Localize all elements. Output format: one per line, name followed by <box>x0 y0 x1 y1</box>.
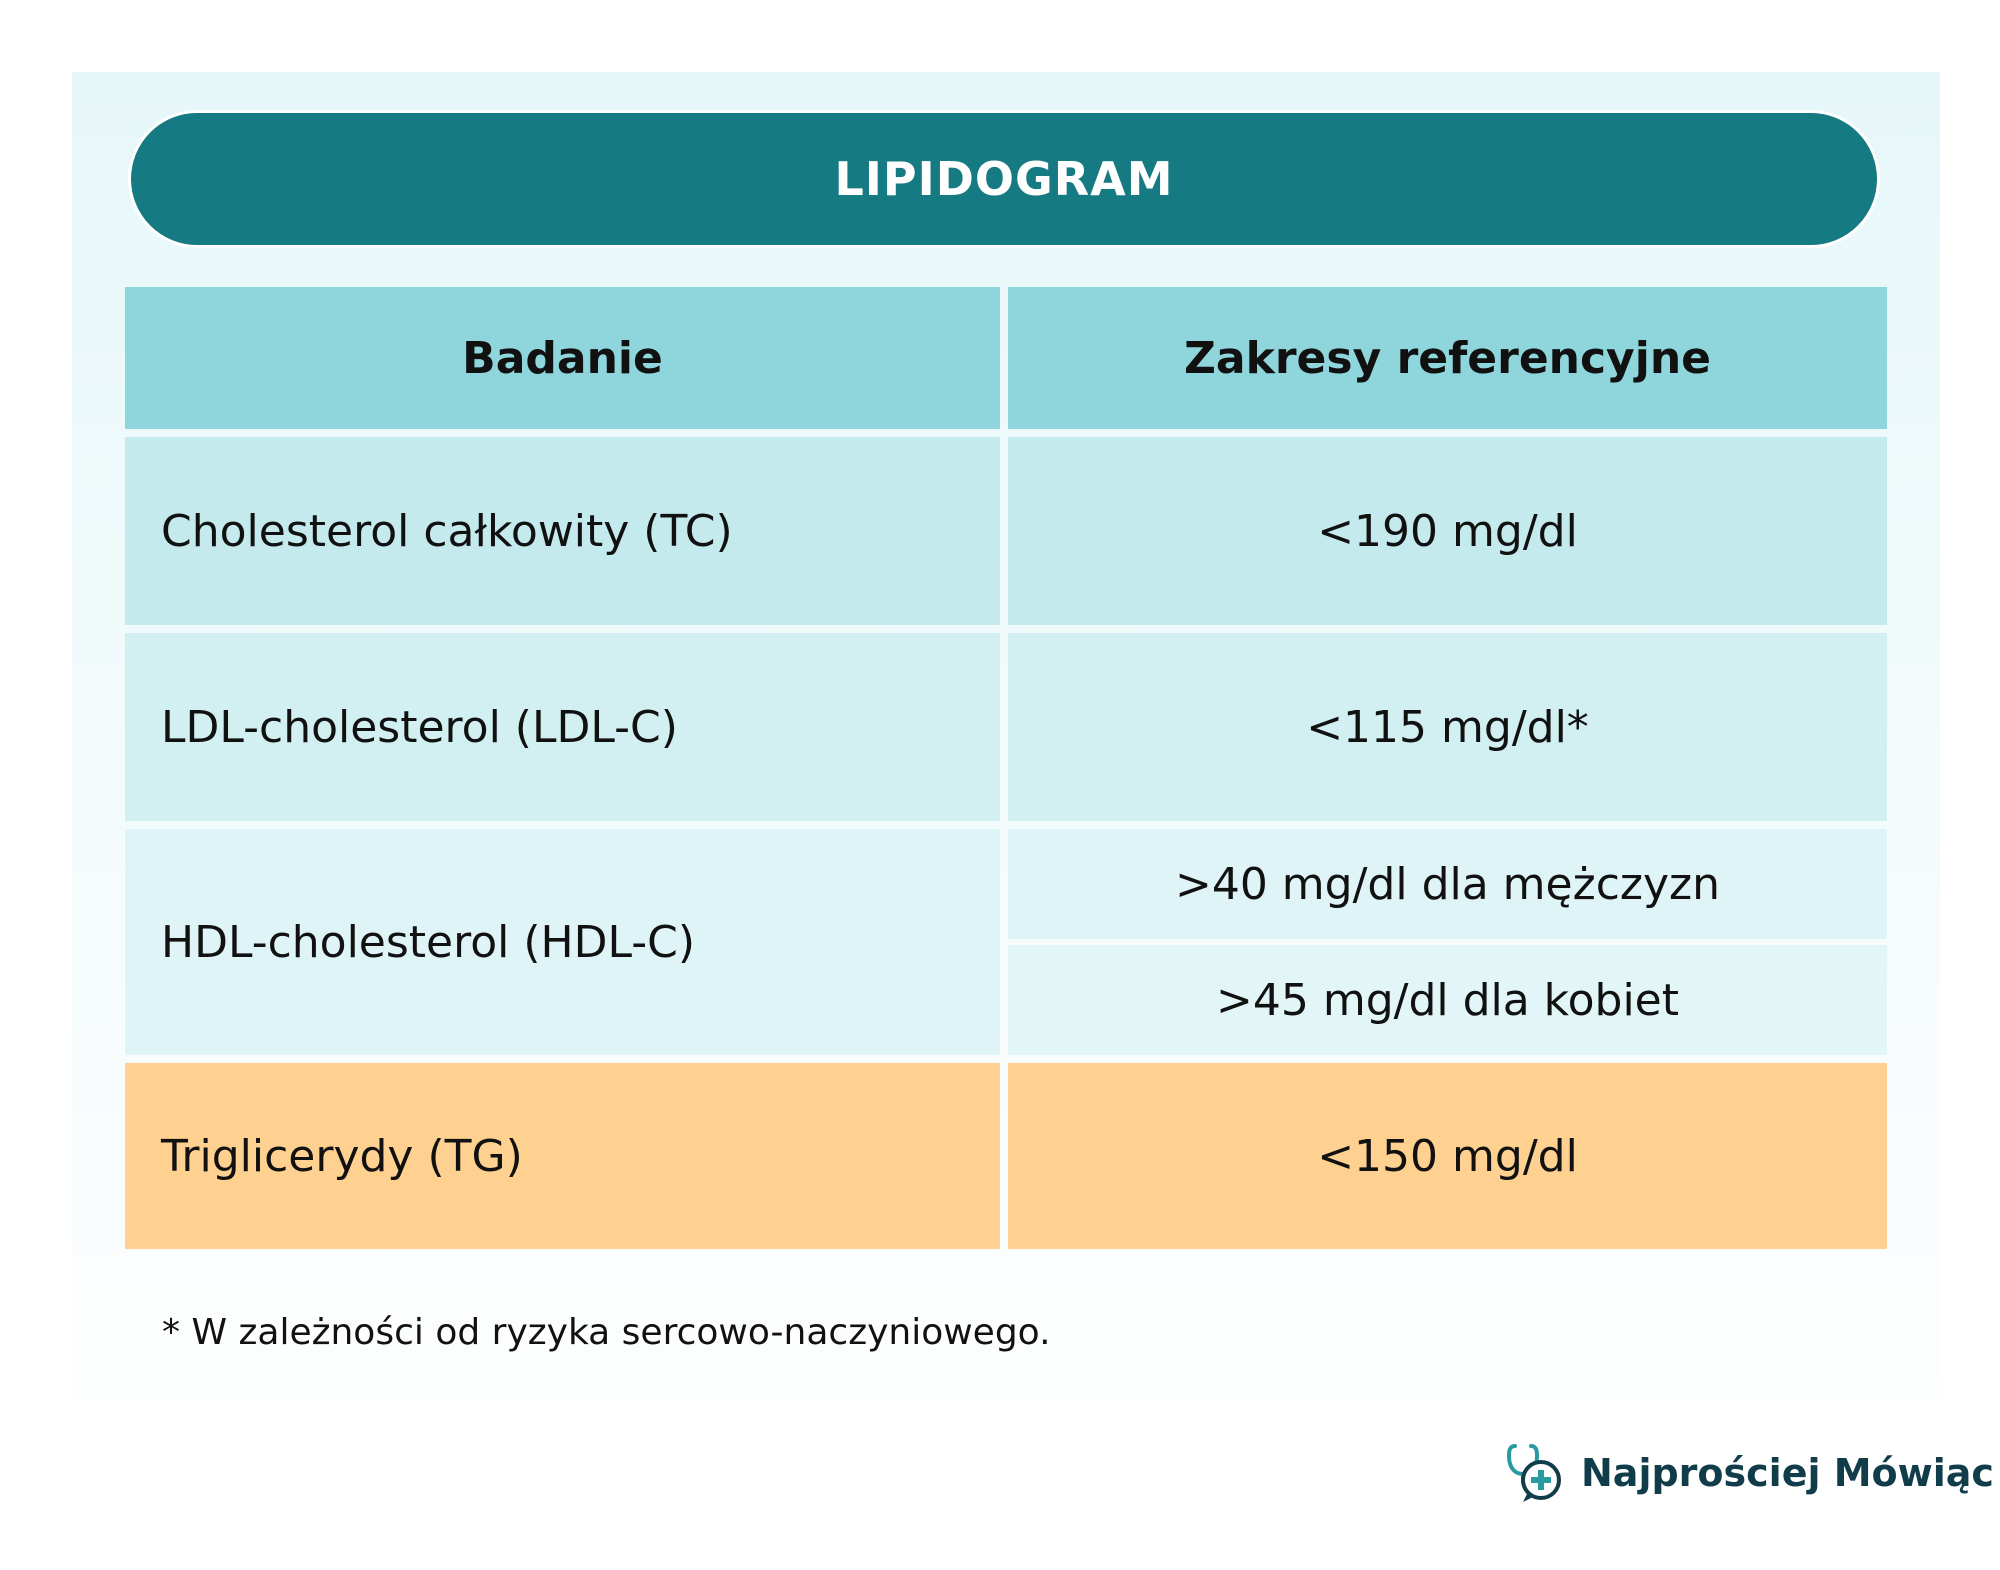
stethoscope-plus-icon <box>1506 1444 1561 1502</box>
test-tg: Triglicerydy (TG) <box>125 1063 1000 1249</box>
brand-name: Najprościej Mówiąc <box>1581 1451 1994 1495</box>
range-hdl-men: >40 mg/dl dla mężczyzn <box>1008 829 1887 939</box>
brand-logo: Najprościej Mówiąc <box>1505 1440 1994 1506</box>
range-ldl: <115 mg/dl* <box>1008 633 1887 821</box>
range-tc: <190 mg/dl <box>1008 437 1887 625</box>
test-ldl: LDL-cholesterol (LDL-C) <box>125 633 1000 821</box>
range-hdl-women: >45 mg/dl dla kobiet <box>1008 945 1887 1055</box>
footnote: * W zależności od ryzyka sercowo-naczyni… <box>162 1312 1051 1353</box>
header-test: Badanie <box>125 287 1000 429</box>
header-range: Zakresy referencyjne <box>1008 287 1887 429</box>
test-hdl: HDL-cholesterol (HDL-C) <box>125 829 1000 1055</box>
page-title: LIPIDOGRAM <box>128 110 1880 248</box>
test-tc: Cholesterol całkowity (TC) <box>125 437 1000 625</box>
range-tg: <150 mg/dl <box>1008 1063 1887 1249</box>
